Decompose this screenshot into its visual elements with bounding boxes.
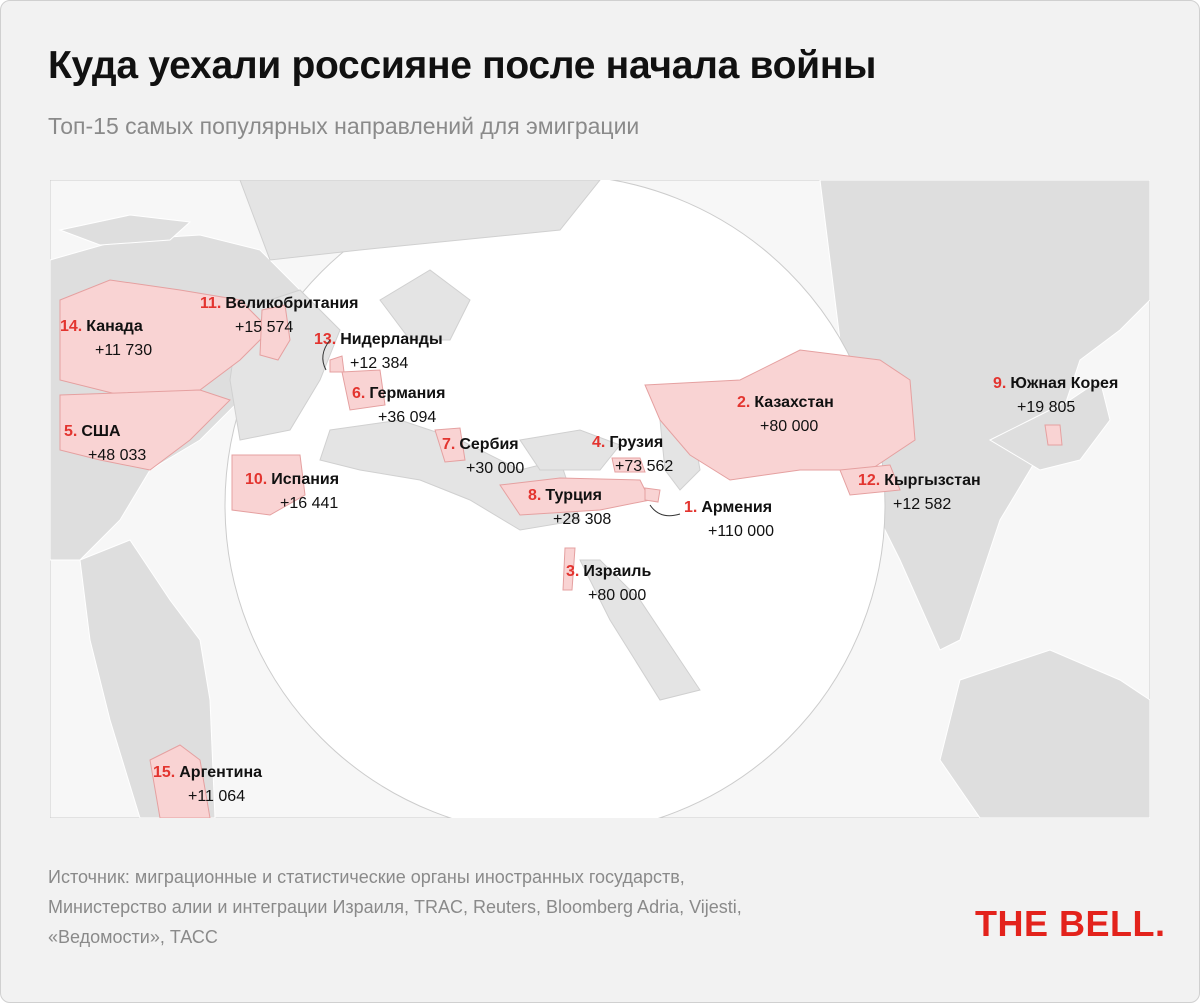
place-label: 6. Германия [352,385,445,402]
place-rank: 14. [60,318,82,335]
place-value: +36 094 [378,409,436,426]
place-name: Южная Корея [1010,375,1118,392]
place-label: 3. Израиль [566,563,651,580]
place-rank: 13. [314,331,336,348]
place-rank: 12. [858,472,880,489]
place-value: +80 000 [760,418,818,435]
place-value: +48 033 [88,447,146,464]
place-rank: 5. [64,423,77,440]
source-line: Источник: миграционные и статистические … [48,867,685,887]
place-rank: 3. [566,563,579,580]
place-name: Грузия [609,434,663,451]
logo: THE BELL. [975,903,1166,944]
place-name: Германия [369,385,445,402]
place-name: Израиль [583,563,651,580]
labels: 1. Армения +110 000 2. Казахстан +80 000 3. Изр… [60,295,1118,805]
place-name: Канада [86,318,143,335]
place-value: +30 000 [466,460,524,477]
place-label: 15. Аргентина [153,764,262,781]
place-label: 11. Великобритания [200,295,358,312]
place-label: 12. Кыргызстан [858,472,981,489]
place-value: +16 441 [280,495,338,512]
place-name: США [81,423,121,440]
place-rank: 10. [245,471,267,488]
subtitle: Топ-15 самых популярных направлений для … [48,113,640,139]
place-label: 9. Южная Корея [993,375,1118,392]
place-value: +73 562 [615,458,673,475]
place-label: 13. Нидерланды [314,331,443,348]
place-label: 10. Испания [245,471,339,488]
pointer-arrow [322,339,331,371]
place-rank: 6. [352,385,365,402]
place-name: Кыргызстан [884,472,980,489]
place-name: Испания [271,471,339,488]
place-value: +12 582 [893,496,951,513]
place-name: Турция [545,487,602,504]
place-value: +11 730 [95,342,152,359]
source: Источник: миграционные и статистические … [48,862,742,952]
pointer-arrow [649,504,681,517]
place-label: 2. Казахстан [737,394,834,411]
source-line: «Ведомости», ТАСС [48,927,218,947]
place-rank: 4. [592,434,605,451]
place-value: +110 000 [708,523,774,540]
place-value: +80 000 [588,587,646,604]
place-value: +12 384 [350,355,408,372]
place-label: 7. Сербия [442,436,519,453]
place-value: +11 064 [188,788,245,805]
place-name: Сербия [459,436,518,453]
title: Куда уехали россияне после начала войны [48,44,877,87]
place-label: 8. Турция [528,487,602,504]
place-name: Нидерланды [340,331,442,348]
place-value: +15 574 [235,319,293,336]
highlighted-countries [59,279,1063,818]
place-label: 5. США [64,423,121,440]
seas-inside [229,180,701,701]
place-label: 14. Канада [60,318,143,335]
place-name: Казахстан [754,394,834,411]
place-rank: 2. [737,394,750,411]
place-name: Армения [701,499,772,516]
place-rank: 7. [442,436,455,453]
place-value: +28 308 [553,511,611,528]
place-value: +19 805 [1017,399,1075,416]
place-name: Аргентина [179,764,262,781]
place-label: 1. Армения [684,499,772,516]
place-rank: 11. [200,295,221,312]
source-line: Министерство алии и интеграции Израиля, … [48,897,742,917]
place-label: 4. Грузия [592,434,663,451]
place-name: Великобритания [225,295,358,312]
place-rank: 9. [993,375,1006,392]
map-area [50,180,1150,818]
place-rank: 1. [684,499,697,516]
place-rank: 8. [528,487,541,504]
place-rank: 15. [153,764,175,781]
